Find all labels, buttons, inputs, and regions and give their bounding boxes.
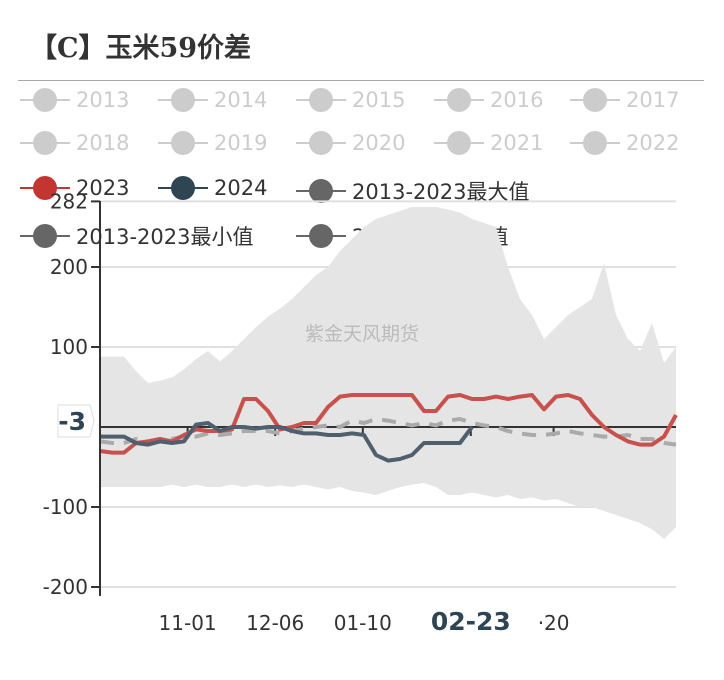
chart-title: 【C】玉米59价差	[30, 33, 252, 64]
legend-label: 2016	[490, 88, 544, 112]
x-tick-label: 11-01	[159, 611, 217, 635]
legend-label: 2023	[76, 176, 130, 200]
legend-item-2019[interactable]: 2019	[158, 131, 267, 155]
legend-item-2024[interactable]: 2024	[158, 176, 267, 200]
x-tick-label: 12-06	[246, 611, 304, 635]
y-tick-label: 200	[50, 255, 88, 279]
legend-marker-icon	[20, 88, 70, 112]
legend-label: 2021	[490, 131, 544, 155]
legend-marker-icon	[434, 131, 484, 155]
watermark: 紫金天风期货	[305, 323, 419, 345]
legend-item-2017[interactable]: 2017	[570, 88, 679, 112]
legend-marker-icon	[296, 131, 346, 155]
legend-item-2023[interactable]: 2023	[20, 176, 129, 200]
legend-item-2014[interactable]: 2014	[158, 88, 267, 112]
legend-label: 2024	[214, 176, 268, 200]
y-tick-label: 100	[50, 335, 88, 359]
legend-item-2016[interactable]: 2016	[434, 88, 543, 112]
legend-marker-icon	[296, 224, 346, 248]
legend-item-2013-2023最大值[interactable]: 2013-2023最大值	[296, 176, 529, 206]
legend-item-2021[interactable]: 2021	[434, 131, 543, 155]
legend-label: 2015	[352, 88, 406, 112]
legend-label: 2013-2023最大值	[352, 180, 530, 204]
y-tick-label: -200	[43, 575, 88, 599]
legend-marker-icon	[570, 131, 620, 155]
legend-marker-icon	[20, 224, 70, 248]
legend-item-2013-2023最小值[interactable]: 2013-2023最小值	[20, 221, 253, 251]
legend-label: 2018	[76, 131, 130, 155]
legend-item-2015[interactable]: 2015	[296, 88, 405, 112]
x-tick-label: 01-10	[334, 611, 392, 635]
y-pointer-label: -3	[58, 407, 86, 436]
legend-label: 2020	[352, 131, 406, 155]
legend-marker-icon	[158, 88, 208, 112]
legend-marker-icon	[434, 88, 484, 112]
legend-marker-icon	[158, 176, 208, 200]
legend-label: 2022	[626, 131, 680, 155]
legend-label: 2019	[214, 131, 268, 155]
y-pointer-box	[57, 404, 95, 438]
legend-marker-icon	[296, 179, 346, 203]
x-tick-label: 02-23	[431, 607, 511, 636]
title-divider	[18, 80, 704, 81]
y-tick-label: 282	[50, 189, 88, 213]
x-tick-label: ·20	[538, 611, 570, 635]
legend-item-2020[interactable]: 2020	[296, 131, 405, 155]
legend-label: 2014	[214, 88, 268, 112]
y-tick-label: -100	[43, 495, 88, 519]
series-2024	[100, 421, 474, 463]
legend-marker-icon	[20, 131, 70, 155]
legend-marker-icon	[20, 176, 70, 200]
legend-marker-icon	[158, 131, 208, 155]
series-2013-2023均值	[99, 417, 677, 447]
legend-item-2022[interactable]: 2022	[570, 131, 679, 155]
series-2023	[99, 393, 678, 455]
legend-item-2018[interactable]: 2018	[20, 131, 129, 155]
legend-label: 2017	[626, 88, 680, 112]
legend-label: 2013	[76, 88, 130, 112]
max-min-band	[100, 207, 676, 539]
legend-label: 2013-2023最小值	[76, 225, 254, 249]
legend-item-2013[interactable]: 2013	[20, 88, 129, 112]
legend-marker-icon	[296, 88, 346, 112]
legend-marker-icon	[570, 88, 620, 112]
